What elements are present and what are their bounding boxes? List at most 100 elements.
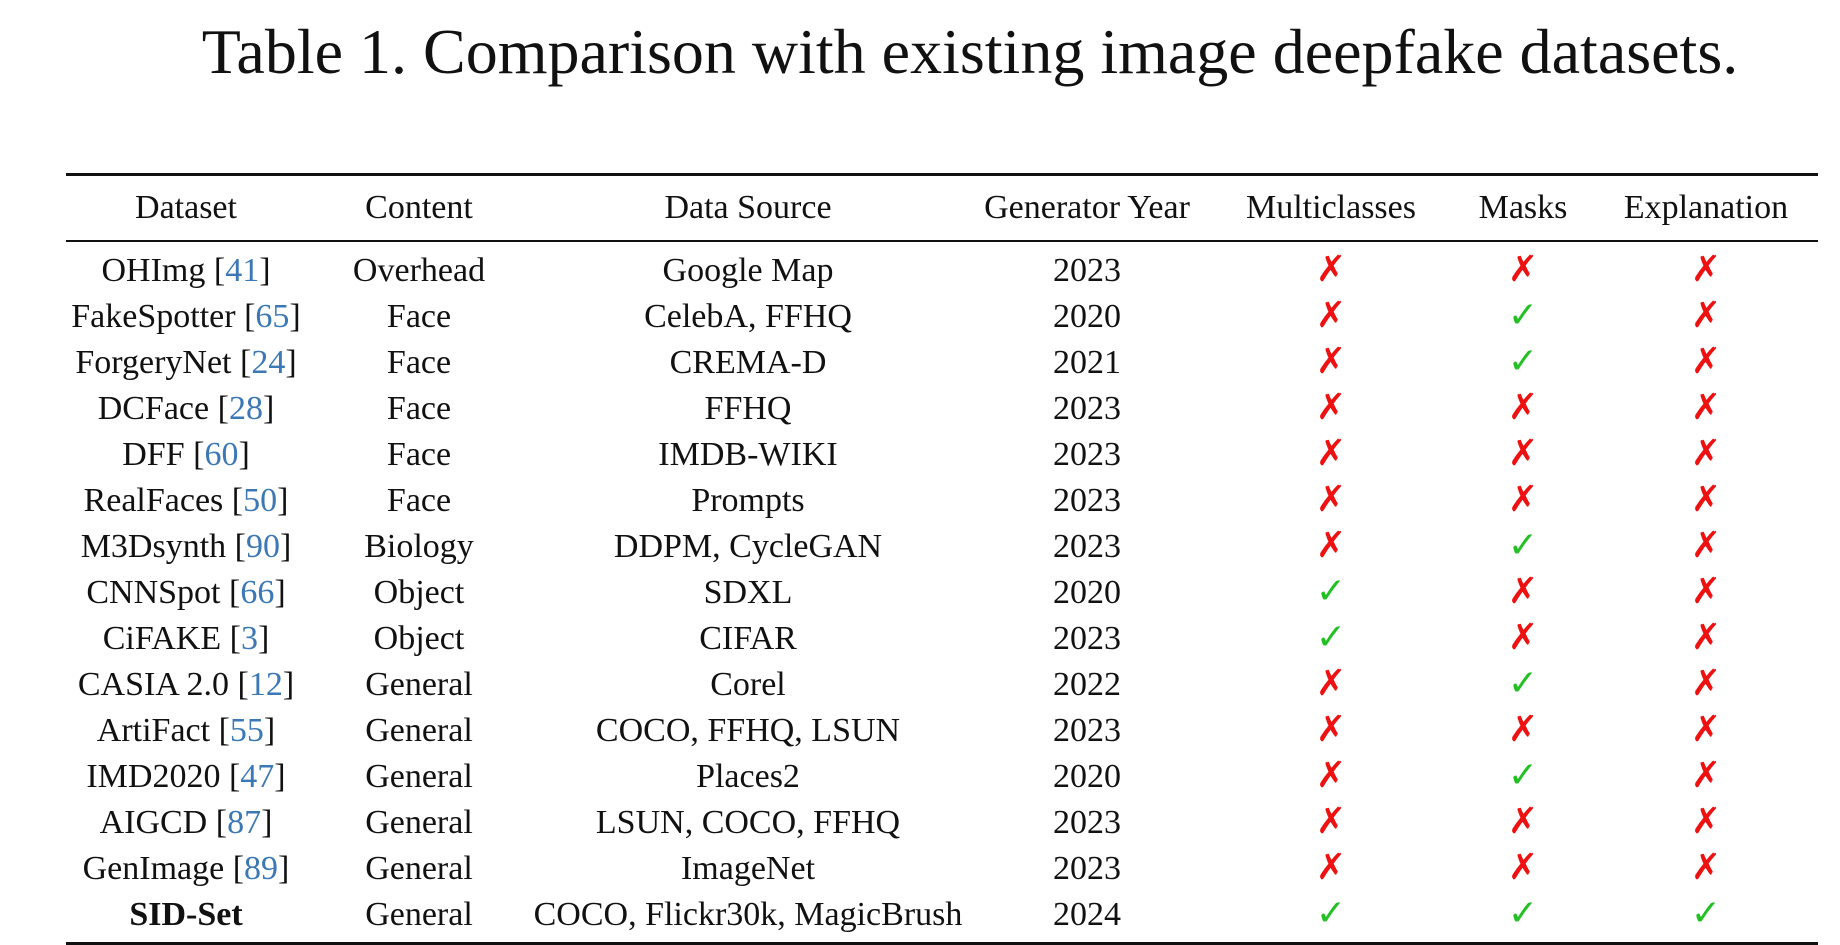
data-source-cell: Prompts (691, 481, 805, 519)
table-row: ArtiFact [55] General COCO, FFHQ, LSUN 2023… (66, 707, 1818, 753)
header-dataset: Dataset (135, 189, 237, 226)
masks-cell: ✗ (1452, 241, 1594, 293)
dataset-cell: DFF [60] (122, 435, 250, 473)
check-mark-icon: ✓ (1507, 893, 1539, 934)
dataset-name: CASIA 2.0 (77, 665, 229, 703)
masks-cell: ✗ (1452, 477, 1594, 523)
dataset-cell: RealFaces [50] (83, 481, 289, 519)
check-mark-icon: ✓ (1507, 341, 1539, 382)
masks-cell: ✓ (1452, 753, 1594, 799)
data-source-cell: DDPM, CycleGAN (613, 527, 883, 565)
cross-mark-icon: ✗ (1507, 801, 1539, 842)
citation-ref: 41 (225, 251, 260, 289)
cross-mark-icon: ✗ (1507, 571, 1539, 612)
cross-mark-icon: ✗ (1507, 479, 1539, 520)
table-row: DCFace [28] Face FFHQ 2023 ✗ ✗ ✗ (66, 385, 1818, 431)
dataset-name: GenImage (82, 849, 225, 887)
masks-cell: ✓ (1452, 339, 1594, 385)
masks-cell: ✗ (1452, 569, 1594, 615)
citation-ref: 50 (243, 481, 278, 519)
dataset-name: ArtiFact (96, 711, 211, 749)
header-generator-year: Generator Year (984, 189, 1190, 226)
dataset-cell: OHImg [41] (101, 251, 271, 289)
dataset-cell: CNNSpot [66] (86, 573, 286, 611)
cross-mark-icon: ✗ (1690, 571, 1722, 612)
cross-mark-icon: ✗ (1507, 249, 1539, 290)
content-cell: Biology (364, 527, 474, 565)
dataset-name: CNNSpot (86, 573, 221, 611)
check-mark-icon: ✓ (1507, 295, 1539, 336)
check-mark-icon: ✓ (1507, 525, 1539, 566)
table-row: DFF [60] Face IMDB-WIKI 2023 ✗ ✗ ✗ (66, 431, 1818, 477)
multiclasses-cell: ✗ (1210, 339, 1452, 385)
cross-mark-icon: ✗ (1315, 709, 1347, 750)
multiclasses-cell: ✗ (1210, 661, 1452, 707)
multiclasses-cell: ✓ (1210, 891, 1452, 944)
explanation-cell: ✗ (1594, 431, 1818, 477)
dataset-cell: ForgeryNet [24] (75, 343, 297, 381)
dataset-cell: DCFace [28] (97, 389, 275, 427)
check-mark-icon: ✓ (1507, 755, 1539, 796)
comparison-table: Dataset Content Data Source Generator Ye… (66, 173, 1818, 945)
multiclasses-cell: ✗ (1210, 523, 1452, 569)
cross-mark-icon: ✗ (1315, 433, 1347, 474)
content-cell: Face (386, 481, 452, 519)
cross-mark-icon: ✗ (1690, 249, 1722, 290)
table-row: CASIA 2.0 [12] General Corel 2022 ✗ ✓ ✗ (66, 661, 1818, 707)
table-caption: Table 1. Comparison with existing image … (201, 16, 1739, 87)
cross-mark-icon: ✗ (1690, 387, 1722, 428)
header-content: Content (365, 189, 473, 226)
check-mark-icon: ✓ (1315, 571, 1347, 612)
explanation-cell: ✗ (1594, 799, 1818, 845)
header-multiclasses: Multiclasses (1246, 189, 1416, 226)
content-cell: General (365, 803, 473, 841)
explanation-cell: ✓ (1594, 891, 1818, 944)
dataset-cell: IMD2020 [47] (86, 757, 286, 795)
citation-ref: 12 (248, 665, 283, 703)
dataset-cell: AIGCD [87] (99, 803, 273, 841)
data-source-cell: SDXL (703, 573, 793, 611)
data-source-cell: IMDB-WIKI (658, 435, 838, 473)
header-data-source: Data Source (664, 189, 832, 226)
masks-cell: ✓ (1452, 293, 1594, 339)
table-row: OHImg [41] Overhead Google Map 2023 ✗ ✗ ✗ (66, 241, 1818, 293)
cross-mark-icon: ✗ (1507, 709, 1539, 750)
cross-mark-icon: ✗ (1315, 387, 1347, 428)
dataset-name: DCFace (97, 389, 210, 427)
cross-mark-icon: ✗ (1690, 801, 1722, 842)
dataset-name: SID-Set (129, 895, 243, 933)
citation-ref: 65 (255, 297, 290, 335)
explanation-cell: ✗ (1594, 339, 1818, 385)
cross-mark-icon: ✗ (1690, 479, 1722, 520)
dataset-cell: SID-Set (66, 891, 306, 944)
explanation-cell: ✗ (1594, 385, 1818, 431)
explanation-cell: ✗ (1594, 615, 1818, 661)
generator-year-cell: 2023 (1053, 619, 1121, 657)
dataset-cell: M3Dsynth [90] (80, 527, 292, 565)
masks-cell: ✗ (1452, 385, 1594, 431)
cross-mark-icon: ✗ (1315, 479, 1347, 520)
generator-year-cell: 2023 (1053, 711, 1121, 749)
table-header: Dataset Content Data Source Generator Ye… (66, 174, 1818, 241)
multiclasses-cell: ✗ (1210, 707, 1452, 753)
dataset-name: CiFAKE (102, 619, 222, 657)
masks-cell: ✗ (1452, 707, 1594, 753)
content-cell: Object (373, 573, 465, 611)
explanation-cell: ✗ (1594, 753, 1818, 799)
citation-ref: 87 (227, 803, 262, 841)
check-mark-icon: ✓ (1315, 617, 1347, 658)
generator-year-cell: 2023 (1053, 527, 1121, 565)
cross-mark-icon: ✗ (1690, 341, 1722, 382)
table-row: AIGCD [87] General LSUN, COCO, FFHQ 2023 ✗ ✗ ✗ (66, 799, 1818, 845)
explanation-cell: ✗ (1594, 293, 1818, 339)
multiclasses-cell: ✗ (1210, 477, 1452, 523)
data-source-cell: CelebA, FFHQ (644, 297, 852, 335)
content-cell: Face (386, 297, 452, 335)
dataset-cell: ArtiFact [55] (96, 711, 276, 749)
cross-mark-icon: ✗ (1507, 847, 1539, 888)
table-body: OHImg [41] Overhead Google Map 2023 ✗ ✗ ✗ FakeS… (66, 241, 1818, 944)
explanation-cell: ✗ (1594, 661, 1818, 707)
multiclasses-cell: ✗ (1210, 845, 1452, 891)
cross-mark-icon: ✗ (1690, 617, 1722, 658)
dataset-name: FakeSpotter (71, 297, 236, 335)
